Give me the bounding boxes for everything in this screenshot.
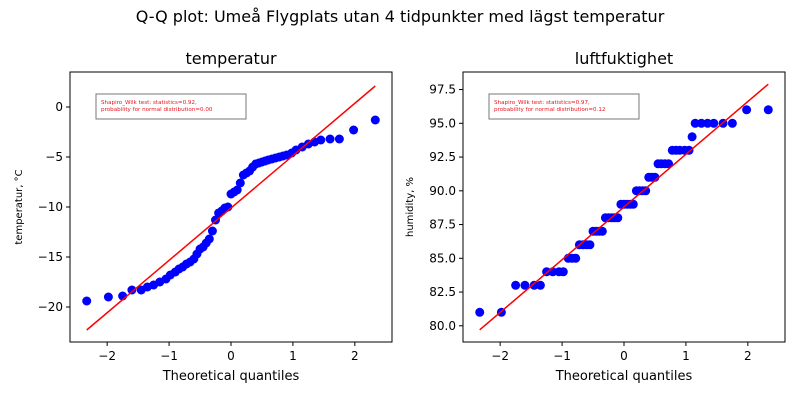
x-tick-label: −1	[160, 349, 178, 363]
x-tick-label: 2	[744, 349, 752, 363]
panel-title: temperatur	[185, 49, 277, 68]
x-tick-label: 1	[289, 349, 297, 363]
data-point	[82, 296, 92, 306]
data-point	[204, 234, 214, 244]
data-point	[571, 253, 581, 263]
data-point	[475, 307, 485, 317]
data-point	[520, 280, 530, 290]
data-point	[370, 115, 380, 125]
data-point	[325, 134, 335, 144]
data-point	[103, 292, 113, 302]
data-point	[349, 125, 359, 135]
y-tick-label: 95.0	[429, 116, 456, 130]
annotation-line: Shapiro_Wilk test: statistics=0.92,	[101, 100, 197, 106]
x-tick-label: −2	[98, 349, 116, 363]
data-point	[690, 118, 700, 128]
data-point	[687, 132, 697, 142]
data-point	[684, 145, 694, 155]
data-point	[763, 105, 773, 115]
data-point	[641, 186, 651, 196]
annotation-line: probability for normal distribution=0.12	[494, 107, 606, 113]
data-point	[207, 226, 217, 236]
data-point	[558, 267, 568, 277]
y-tick-label: −20	[38, 300, 63, 314]
y-tick-label: 0	[55, 100, 63, 114]
data-point	[529, 280, 539, 290]
data-point	[696, 118, 706, 128]
data-point	[334, 134, 344, 144]
data-point	[742, 105, 752, 115]
y-axis-label: temperatur, °C	[14, 169, 25, 244]
data-point	[127, 285, 137, 295]
qq-panel-luftfuktighet: luftfuktighet −2 −1 0 1 2 80.0 82.5 85.0 87.5 90.0…	[405, 49, 786, 384]
figure-suptitle: Q-Q plot: Umeå Flygplats utan 4 tidpunkt…	[135, 7, 665, 26]
data-point	[235, 178, 245, 188]
reference-line	[86, 85, 376, 331]
x-tick-label: 1	[682, 349, 690, 363]
data-point	[535, 280, 545, 290]
x-tick-label: −1	[553, 349, 571, 363]
data-point	[703, 118, 713, 128]
x-tick-label: 0	[227, 349, 235, 363]
x-tick-label: −2	[491, 349, 509, 363]
reference-line	[479, 83, 769, 331]
data-point	[709, 118, 719, 128]
x-axis-label: Theoretical quantiles	[162, 369, 300, 384]
data-point	[628, 199, 638, 209]
y-tick-label: 90.0	[429, 184, 456, 198]
data-point	[613, 213, 623, 223]
annotation-box	[95, 93, 247, 120]
annotation-line: probability for normal distribution=0.00	[101, 107, 213, 113]
y-tick-label: 92.5	[429, 150, 456, 164]
y-tick-label: −15	[38, 250, 63, 264]
annotation-line: Shapiro_Wilk test: statistics=0.97,	[494, 100, 590, 106]
data-point	[511, 280, 521, 290]
data-point	[316, 135, 326, 145]
data-point	[727, 118, 737, 128]
y-tick-label: 85.0	[429, 251, 456, 265]
x-tick-label: 2	[351, 349, 359, 363]
y-tick-label: 97.5	[429, 83, 456, 97]
data-point	[585, 240, 595, 250]
y-axis-label: humidity, %	[405, 177, 416, 237]
panel-title: luftfuktighet	[575, 49, 673, 68]
qq-panel-temperatur: temperatur−2 −1 0 1 2−20−15−10−50Theoretical…	[14, 49, 393, 384]
data-point	[597, 226, 607, 236]
x-tick-label: 0	[620, 349, 628, 363]
y-tick-label: 82.5	[429, 285, 456, 299]
y-tick-label: −5	[45, 150, 63, 164]
y-tick-label: 87.5	[429, 218, 456, 232]
data-point	[664, 159, 674, 169]
y-tick-label: −10	[38, 200, 63, 214]
x-axis-label: Theoretical quantiles	[555, 369, 693, 384]
data-point	[232, 185, 242, 195]
annotation-box	[488, 93, 640, 120]
y-tick-label: 80.0	[429, 319, 456, 333]
